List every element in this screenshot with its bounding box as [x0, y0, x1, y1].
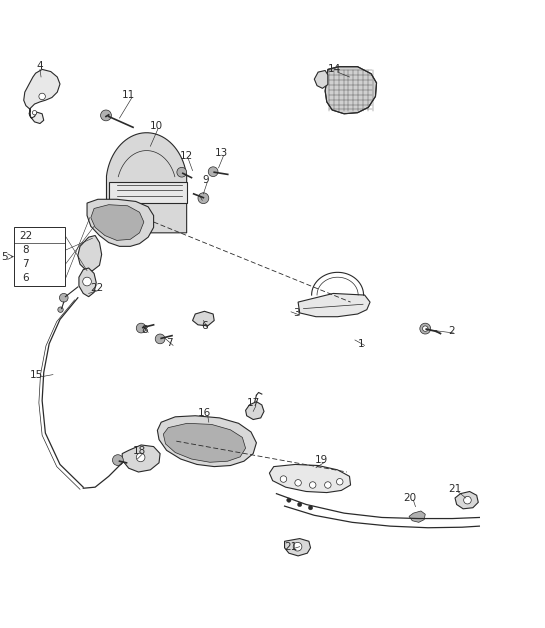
- Circle shape: [59, 293, 68, 302]
- Text: 6: 6: [22, 273, 29, 283]
- Circle shape: [155, 334, 165, 344]
- Polygon shape: [158, 416, 256, 467]
- Circle shape: [101, 110, 111, 121]
- Text: 21: 21: [284, 542, 298, 551]
- Text: 13: 13: [215, 148, 228, 158]
- Circle shape: [298, 502, 302, 507]
- Polygon shape: [164, 423, 246, 462]
- Text: 18: 18: [133, 447, 146, 457]
- Text: 22: 22: [90, 283, 104, 293]
- Circle shape: [420, 323, 431, 334]
- Text: 9: 9: [202, 175, 209, 185]
- Polygon shape: [79, 268, 96, 296]
- Polygon shape: [246, 402, 264, 420]
- Circle shape: [325, 482, 331, 488]
- Polygon shape: [455, 492, 479, 509]
- Text: 7: 7: [22, 259, 29, 269]
- Circle shape: [136, 323, 146, 333]
- Text: 14: 14: [328, 65, 341, 74]
- Circle shape: [136, 453, 145, 462]
- Circle shape: [422, 326, 428, 332]
- Polygon shape: [314, 70, 328, 89]
- Text: 1: 1: [358, 338, 365, 349]
- Circle shape: [177, 167, 186, 177]
- FancyBboxPatch shape: [14, 227, 65, 286]
- Polygon shape: [122, 445, 160, 472]
- Text: 17: 17: [246, 398, 260, 408]
- Circle shape: [310, 482, 316, 488]
- Circle shape: [58, 307, 63, 312]
- Circle shape: [39, 93, 45, 100]
- Polygon shape: [91, 205, 144, 241]
- Circle shape: [32, 111, 37, 115]
- Text: 4: 4: [37, 61, 43, 71]
- Circle shape: [308, 506, 313, 510]
- Polygon shape: [409, 511, 425, 522]
- Text: 2: 2: [448, 327, 455, 337]
- Circle shape: [83, 277, 92, 286]
- Circle shape: [293, 543, 302, 551]
- Text: 12: 12: [179, 151, 193, 161]
- Polygon shape: [298, 293, 370, 317]
- Circle shape: [112, 455, 123, 465]
- Polygon shape: [108, 182, 187, 203]
- Text: 7: 7: [167, 338, 173, 348]
- Circle shape: [198, 193, 209, 203]
- Circle shape: [287, 498, 291, 502]
- Text: 8: 8: [22, 244, 29, 254]
- Circle shape: [280, 476, 287, 482]
- Circle shape: [336, 479, 343, 485]
- Circle shape: [208, 167, 218, 176]
- Text: 10: 10: [150, 121, 163, 131]
- Polygon shape: [269, 465, 350, 492]
- Text: 21: 21: [449, 484, 462, 494]
- Text: 5: 5: [1, 252, 8, 262]
- Polygon shape: [87, 199, 154, 246]
- Text: 19: 19: [314, 455, 328, 465]
- Text: 8: 8: [142, 325, 148, 335]
- Text: 6: 6: [201, 321, 208, 331]
- Polygon shape: [192, 311, 214, 326]
- Circle shape: [295, 480, 301, 486]
- Polygon shape: [325, 67, 377, 114]
- Text: 11: 11: [122, 90, 135, 100]
- Text: 15: 15: [30, 370, 44, 379]
- Text: 3: 3: [293, 308, 300, 318]
- Circle shape: [464, 496, 471, 504]
- Text: 20: 20: [403, 493, 417, 503]
- Polygon shape: [284, 539, 311, 556]
- Polygon shape: [78, 236, 102, 271]
- Polygon shape: [24, 70, 60, 124]
- Polygon shape: [106, 133, 186, 233]
- Text: 16: 16: [198, 408, 211, 418]
- Text: 22: 22: [19, 230, 33, 241]
